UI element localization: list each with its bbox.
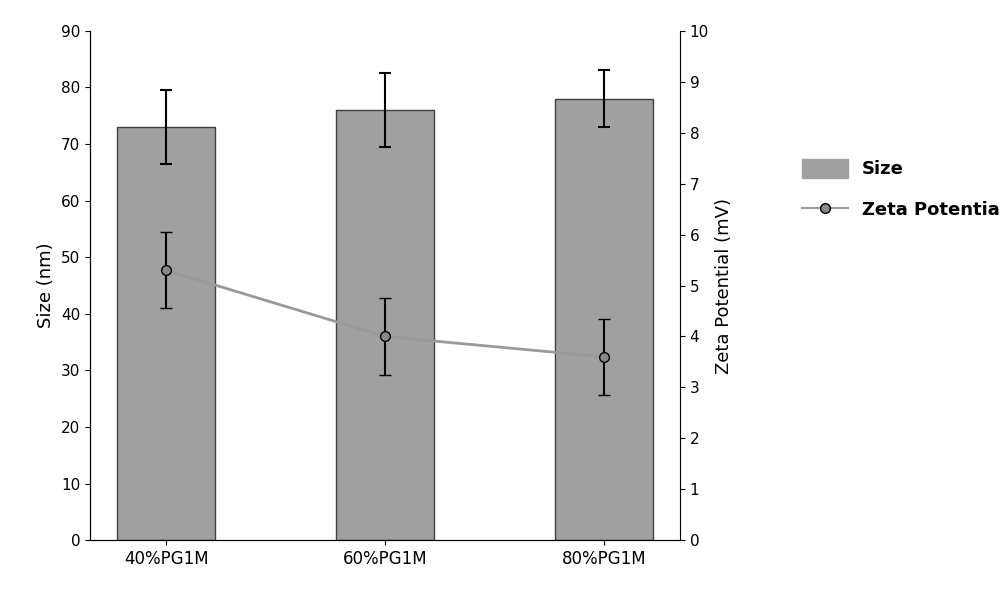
Legend: Size, Zeta Potential: Size, Zeta Potential (795, 152, 1000, 227)
Bar (555, 99, 653, 540)
Y-axis label: Zeta Potential (mV): Zeta Potential (mV) (715, 198, 733, 373)
Y-axis label: Size (nm): Size (nm) (37, 243, 55, 328)
Bar (117, 127, 215, 540)
Bar (336, 110, 434, 540)
